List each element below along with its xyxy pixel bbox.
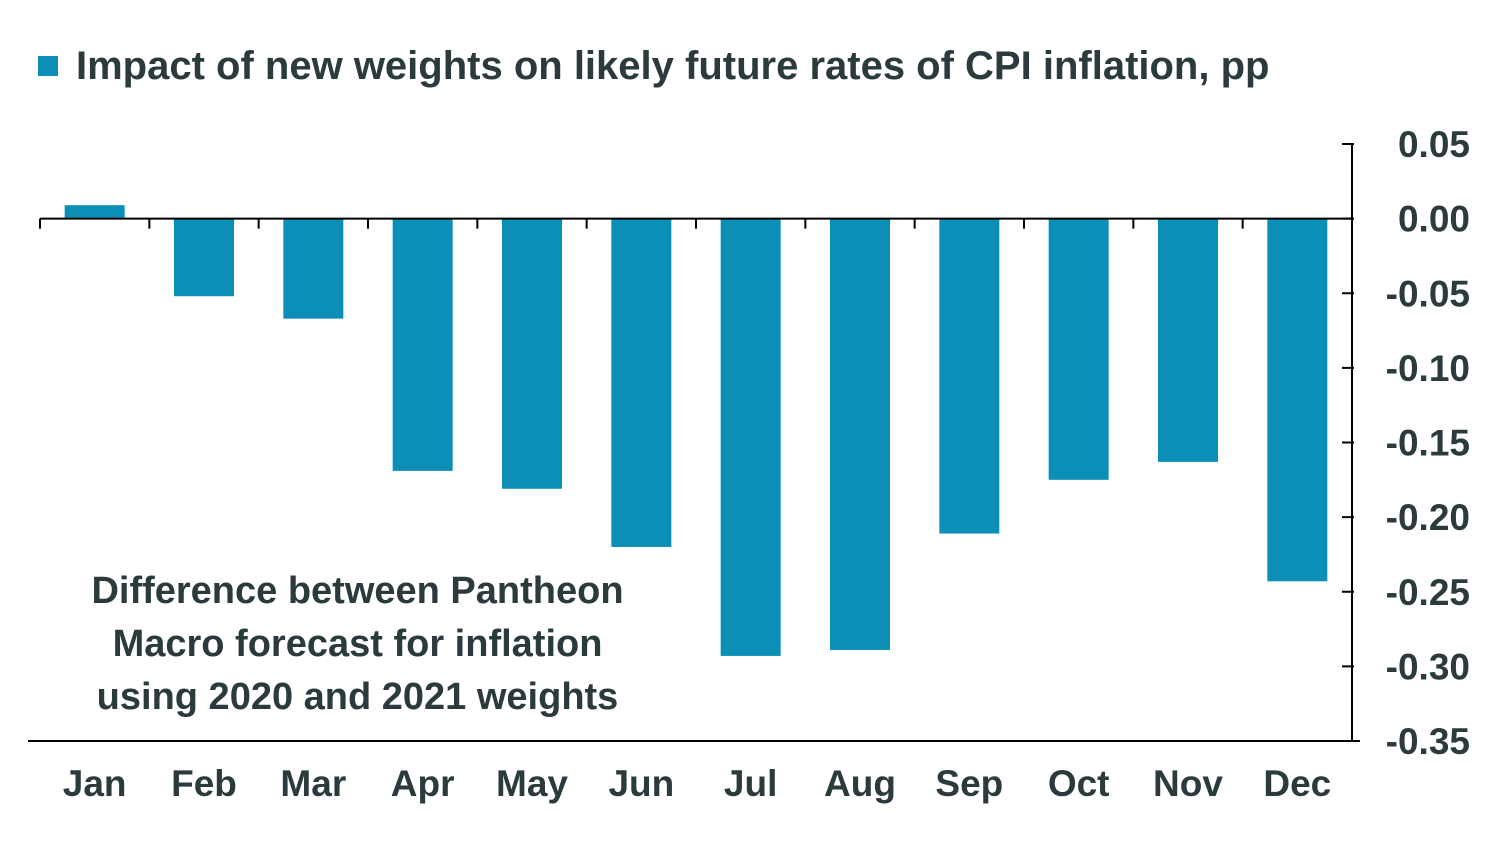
y-tick-label: -0.35 <box>1386 721 1470 762</box>
bar-oct <box>1048 218 1109 480</box>
bar-aug <box>830 218 890 650</box>
x-tick-label-apr: Apr <box>391 763 455 804</box>
x-tick-label-may: May <box>496 763 568 804</box>
bar-nov <box>1158 218 1218 462</box>
y-tick-label: -0.30 <box>1386 646 1470 687</box>
x-tick-label-sep: Sep <box>935 763 1003 804</box>
chart-annotation: Difference between Pantheon Macro foreca… <box>40 565 675 724</box>
annotation-line-3: using 2020 and 2021 weights <box>96 676 619 718</box>
x-tick-label-aug: Aug <box>824 763 896 804</box>
annotation-line-2: Macro forecast for inflation <box>112 623 603 665</box>
y-tick-label: -0.25 <box>1386 572 1470 613</box>
legend-label: Impact of new weights on likely future r… <box>76 43 1270 88</box>
bar-mar <box>283 218 344 319</box>
bar-may <box>502 218 562 489</box>
x-tick-label-oct: Oct <box>1048 763 1110 804</box>
annotation-line-1: Difference between Pantheon <box>91 570 624 612</box>
y-tick-label: -0.20 <box>1386 497 1470 538</box>
x-tick-label-jan: Jan <box>63 763 127 804</box>
y-tick-label: 0.00 <box>1398 199 1470 240</box>
x-tick-label-feb: Feb <box>171 763 237 804</box>
y-tick-label: -0.15 <box>1386 423 1470 464</box>
x-tick-label-jul: Jul <box>724 763 777 804</box>
y-tick-label: -0.10 <box>1386 348 1470 389</box>
bar-sep <box>939 218 1000 534</box>
x-tick-label-nov: Nov <box>1153 763 1223 804</box>
legend-swatch <box>38 56 58 76</box>
x-tick-label-mar: Mar <box>280 763 346 804</box>
bar-jun <box>611 218 672 547</box>
bar-jan <box>64 205 125 219</box>
x-tick-label-dec: Dec <box>1263 763 1331 804</box>
y-tick-label: -0.05 <box>1386 273 1470 314</box>
x-tick-label-jun: Jun <box>608 763 674 804</box>
y-tick-label: 0.05 <box>1398 124 1470 165</box>
bar-jul <box>720 218 781 656</box>
chart-legend: Impact of new weights on likely future r… <box>38 40 1269 92</box>
bar-dec <box>1267 218 1328 582</box>
bar-apr <box>392 218 453 471</box>
bar-feb <box>174 218 234 297</box>
